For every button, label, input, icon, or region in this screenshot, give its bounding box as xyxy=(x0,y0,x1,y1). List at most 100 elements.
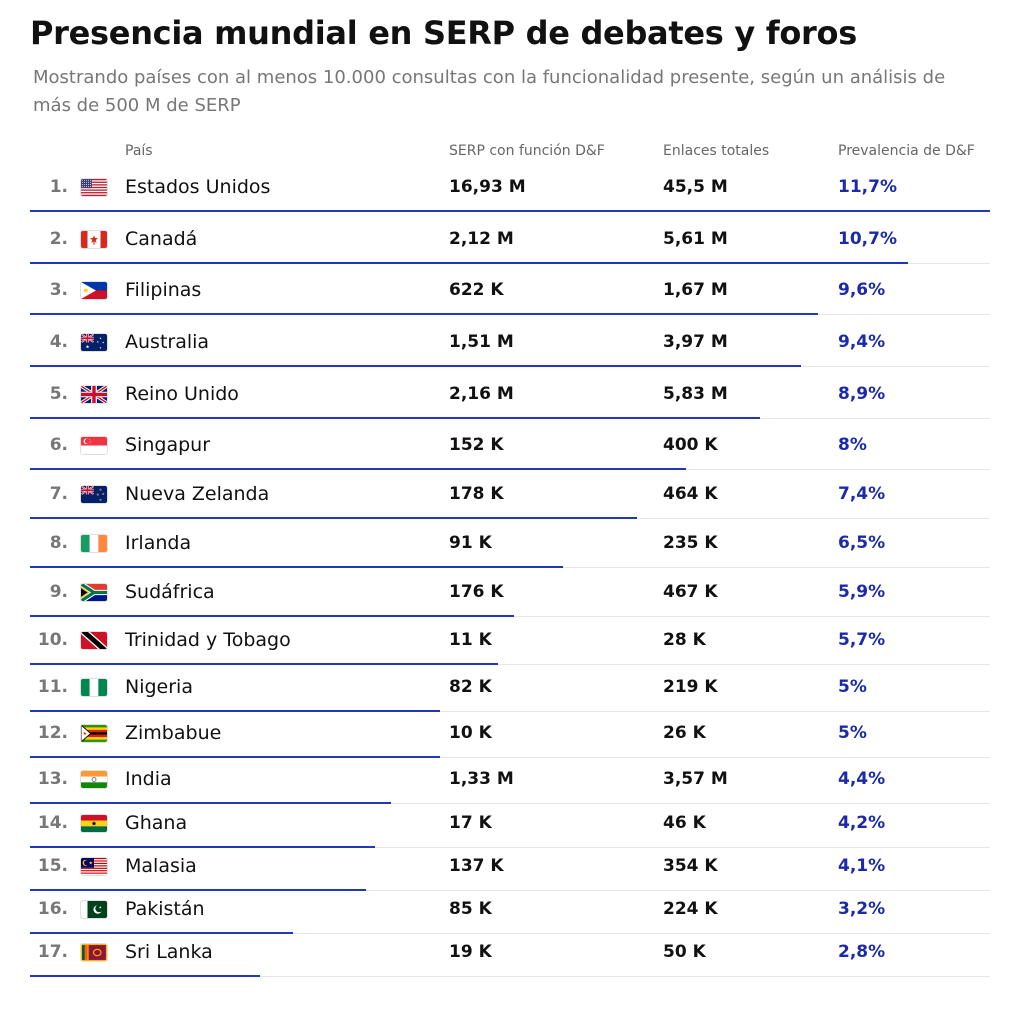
prevalence-value: 8,9% xyxy=(838,384,886,404)
flag-tt-icon xyxy=(81,631,107,649)
row-divider xyxy=(30,757,990,758)
prevalence-value: 5% xyxy=(838,723,867,743)
flag-ng-icon xyxy=(81,678,107,696)
row-divider xyxy=(30,711,990,712)
prevalence-bar xyxy=(30,932,293,934)
flag-gh-icon xyxy=(81,814,107,832)
table-row[interactable]: 13. India 1,33 M 3,57 M 4,4% xyxy=(0,761,1024,797)
rank-number: 8. xyxy=(49,533,68,553)
chart-title: Presencia mundial en SERP de debates y f… xyxy=(30,14,857,52)
table-row[interactable]: 15. Malasia 137 K 354 K 4,1% xyxy=(0,848,1024,884)
rank-number: 12. xyxy=(37,723,68,743)
prevalence-value: 10,7% xyxy=(838,229,897,249)
country-name: Filipinas xyxy=(125,279,202,301)
total-links: 354 K xyxy=(663,856,718,876)
prevalence-bar xyxy=(30,313,818,315)
rank-number: 5. xyxy=(49,384,68,404)
total-links: 400 K xyxy=(663,435,718,455)
flag-zw-icon xyxy=(81,724,107,742)
serp-count: 10 K xyxy=(449,723,492,743)
prevalence-bar xyxy=(30,975,260,977)
rank-number: 15. xyxy=(37,856,68,876)
table-row[interactable]: 4. Australia 1,51 M 3,97 M 9,4% xyxy=(0,324,1024,360)
table-row[interactable]: 7. Nueva Zelanda 178 K 464 K 7,4% xyxy=(0,476,1024,512)
country-name: Nueva Zelanda xyxy=(125,483,270,505)
prevalence-value: 9,6% xyxy=(838,280,886,300)
prevalence-value: 5,7% xyxy=(838,630,886,650)
table-row[interactable]: 16. Pakistán 85 K 224 K 3,2% xyxy=(0,891,1024,927)
prevalence-bar xyxy=(30,615,514,617)
rank-number: 2. xyxy=(49,229,68,249)
rank-number: 14. xyxy=(37,813,68,833)
row-divider xyxy=(30,890,990,891)
total-links: 219 K xyxy=(663,677,718,697)
total-links: 3,97 M xyxy=(663,332,728,352)
prevalence-bar xyxy=(30,846,375,848)
flag-ca-icon xyxy=(81,230,107,248)
table-row[interactable]: 11. Nigeria 82 K 219 K 5% xyxy=(0,669,1024,705)
table-row[interactable]: 5. Reino Unido 2,16 M 5,83 M 8,9% xyxy=(0,376,1024,412)
total-links: 26 K xyxy=(663,723,706,743)
prevalence-value: 4,4% xyxy=(838,769,886,789)
country-name: Singapur xyxy=(125,434,210,456)
country-name: Pakistán xyxy=(125,898,205,920)
rank-number: 13. xyxy=(37,769,68,789)
column-header-serp[interactable]: SERP con función D&F xyxy=(449,143,605,159)
prevalence-value: 5% xyxy=(838,677,867,697)
row-divider xyxy=(30,976,990,977)
column-header-prevalence[interactable]: Prevalencia de D&F xyxy=(838,143,975,159)
total-links: 50 K xyxy=(663,942,706,962)
prevalence-value: 11,7% xyxy=(838,177,897,197)
country-name: Ghana xyxy=(125,812,188,834)
country-name: Sri Lanka xyxy=(125,941,213,963)
row-divider xyxy=(30,803,990,804)
total-links: 28 K xyxy=(663,630,706,650)
table-row[interactable]: 14. Ghana 17 K 46 K 4,2% xyxy=(0,805,1024,841)
country-name: Malasia xyxy=(125,855,197,877)
flag-ph-icon xyxy=(81,281,107,299)
flag-gb-icon xyxy=(81,385,107,403)
table-row[interactable]: 17. Sri Lanka 19 K 50 K 2,8% xyxy=(0,934,1024,970)
prevalence-bar xyxy=(30,365,801,367)
serp-count: 19 K xyxy=(449,942,492,962)
table-row[interactable]: 10. Trinidad y Tobago 11 K 28 K 5,7% xyxy=(0,622,1024,658)
serp-count: 91 K xyxy=(449,533,492,553)
prevalence-value: 3,2% xyxy=(838,899,886,919)
serp-count: 2,12 M xyxy=(449,229,514,249)
serp-count: 2,16 M xyxy=(449,384,514,404)
rank-number: 10. xyxy=(37,630,68,650)
country-name: Reino Unido xyxy=(125,383,239,405)
prevalence-bar xyxy=(30,756,440,758)
rank-number: 3. xyxy=(49,280,68,300)
country-name: Australia xyxy=(125,331,210,353)
rank-number: 16. xyxy=(37,899,68,919)
country-name: Sudáfrica xyxy=(125,581,215,603)
total-links: 224 K xyxy=(663,899,718,919)
table-row[interactable]: 8. Irlanda 91 K 235 K 6,5% xyxy=(0,525,1024,561)
rank-number: 9. xyxy=(49,582,68,602)
prevalence-value: 7,4% xyxy=(838,484,886,504)
prevalence-value: 4,1% xyxy=(838,856,886,876)
rank-number: 1. xyxy=(49,177,68,197)
table-row[interactable]: 3. Filipinas 622 K 1,67 M 9,6% xyxy=(0,272,1024,308)
table-row[interactable]: 12. Zimbabue 10 K 26 K 5% xyxy=(0,715,1024,751)
table-row[interactable]: 1. Estados Unidos 16,93 M 45,5 M 11,7% xyxy=(0,169,1024,205)
table-row[interactable]: 2. Canadá 2,12 M 5,61 M 10,7% xyxy=(0,221,1024,257)
rank-number: 4. xyxy=(49,332,68,352)
flag-au-icon xyxy=(81,333,107,351)
country-name: Trinidad y Tobago xyxy=(125,629,291,651)
country-name: Zimbabue xyxy=(125,722,222,744)
serp-count: 11 K xyxy=(449,630,492,650)
table-row[interactable]: 9. Sudáfrica 176 K 467 K 5,9% xyxy=(0,574,1024,610)
rank-number: 6. xyxy=(49,435,68,455)
prevalence-value: 8% xyxy=(838,435,867,455)
rank-number: 17. xyxy=(37,942,68,962)
column-header-country[interactable]: País xyxy=(125,143,153,159)
flag-lk-icon xyxy=(81,943,107,961)
column-header-links[interactable]: Enlaces totales xyxy=(663,143,770,159)
table-row[interactable]: 6. Singapur 152 K 400 K 8% xyxy=(0,427,1024,463)
flag-ie-icon xyxy=(81,534,107,552)
prevalence-bar xyxy=(30,663,498,665)
country-name: India xyxy=(125,768,172,790)
